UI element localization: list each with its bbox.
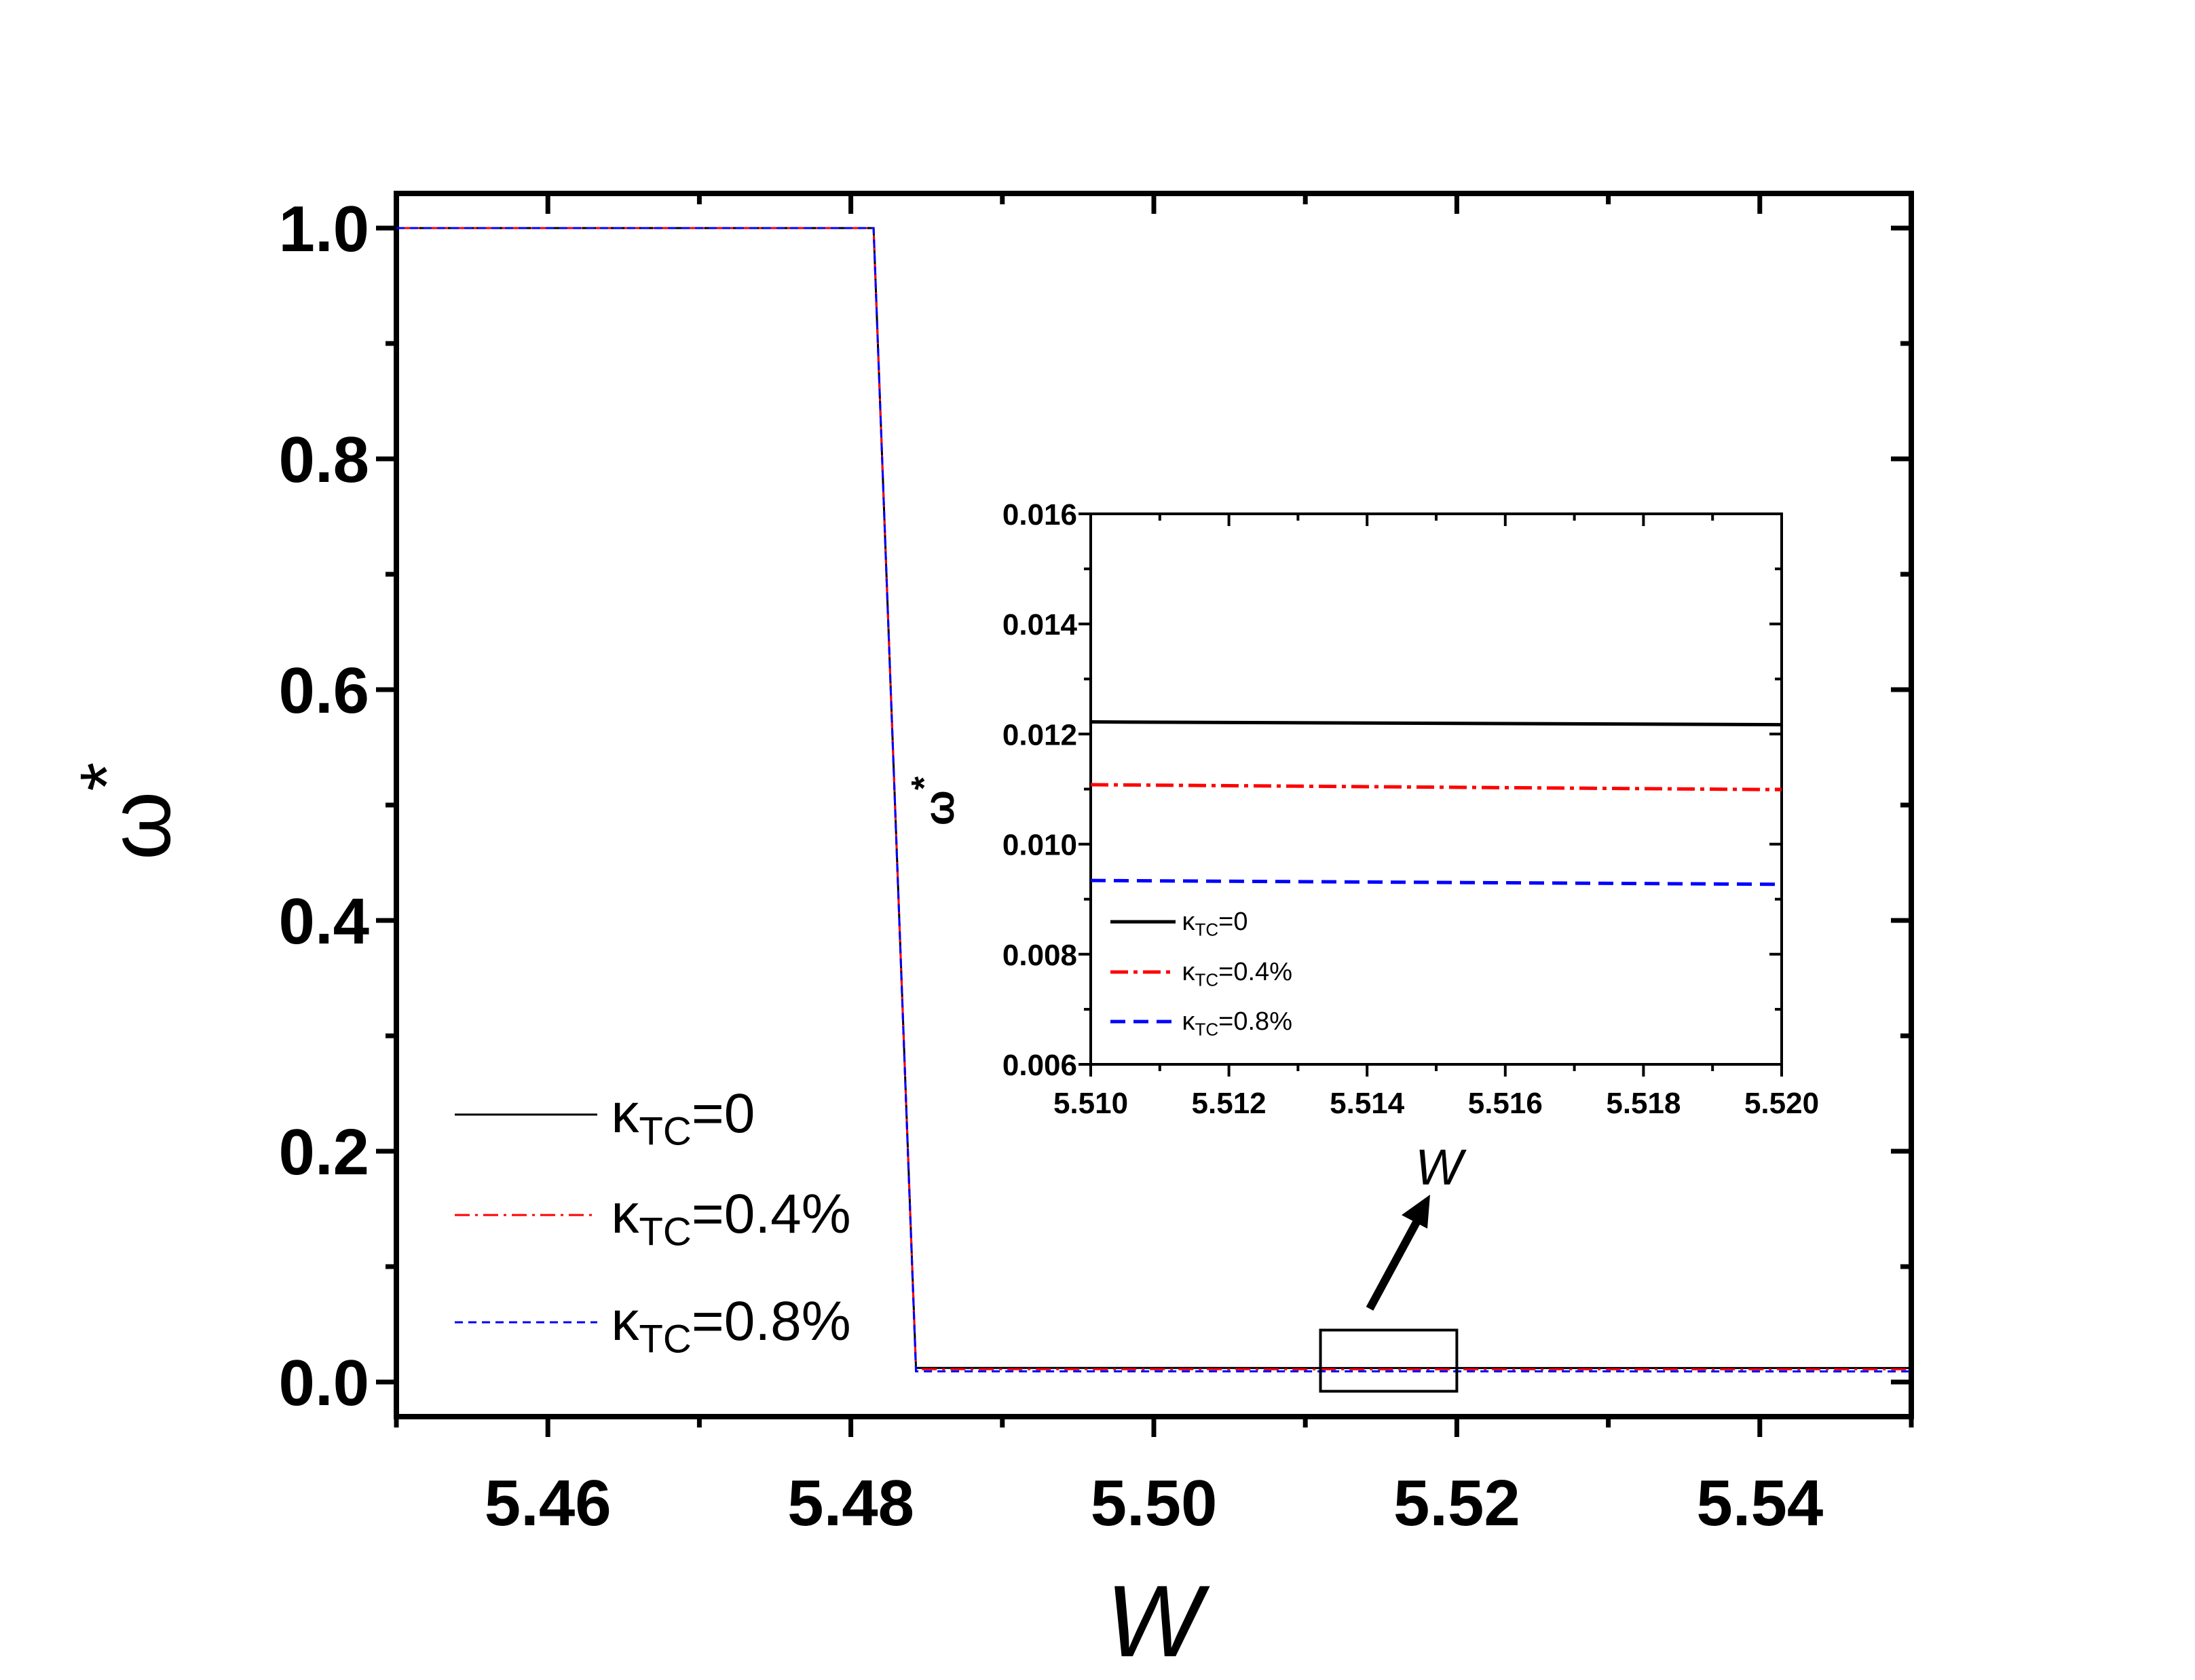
inset-plot-frame	[1089, 512, 1783, 1066]
inset-x-axis-label: W	[1415, 1139, 1467, 1195]
inset-series-line	[1090, 783, 1782, 791]
inset-legend-label: κTC=0.4%	[1182, 958, 1292, 990]
inset-legend-label: κTC=0	[1182, 908, 1248, 939]
main-x-tick-label: 5.46	[485, 1467, 612, 1539]
main-y-tick-label: 1.0	[279, 193, 369, 265]
main-legend-label: κTC=0	[612, 1083, 755, 1153]
y-axis-label: ω*	[65, 762, 189, 860]
main-x-tick-label: 5.52	[1393, 1467, 1520, 1539]
inset-series-line	[1090, 720, 1782, 727]
inset-x-tick-label: 5.516	[1468, 1087, 1543, 1120]
inset-y-tick-label: 0.010	[1002, 829, 1077, 862]
inset-y-tick-label: 0.014	[1002, 608, 1078, 641]
main-y-tick-label: 0.4	[279, 885, 369, 958]
main-panel: 5.46 5.48 5.50 5.52 5.54 0.0 0.2 0.4 0.6 0.8 1.0 κT…	[279, 191, 1914, 1539]
zoom-arrow-head	[1402, 1195, 1430, 1229]
inset-x-tick-label: 5.518	[1606, 1087, 1681, 1120]
inset-y-tick-label: 0.006	[1002, 1049, 1077, 1082]
zoom-box	[1319, 1328, 1459, 1393]
inset-x-tick-label: 5.512	[1192, 1087, 1267, 1120]
main-y-tick-label: 0.2	[279, 1116, 369, 1189]
inset-y-tick-label: 0.016	[1002, 498, 1077, 531]
inset-x-tick-label: 5.520	[1744, 1087, 1819, 1120]
main-y-tick-label: 0.6	[279, 654, 369, 727]
inset-y-tick-label: 0.008	[1002, 939, 1077, 972]
inset-x-tick-label: 5.514	[1330, 1087, 1405, 1120]
inset-y-tick-label: 0.012	[1002, 718, 1077, 751]
main-legend-label: κTC=0.8%	[612, 1290, 851, 1361]
x-axis-label: W	[1106, 1564, 1210, 1678]
inset-x-tick-label: 5.510	[1053, 1087, 1128, 1120]
main-legend-label: κTC=0.4%	[612, 1183, 851, 1254]
main-y-tick-label: 0.8	[279, 424, 369, 496]
inset-y-axis-label: ω*	[905, 776, 963, 825]
main-series-line	[396, 227, 1912, 1373]
main-y-tick-label: 0.0	[279, 1347, 369, 1419]
main-x-tick-label: 5.54	[1696, 1467, 1823, 1539]
zoom-arrow-shaft	[1366, 1216, 1423, 1311]
inset-legend-label: κTC=0.8%	[1182, 1007, 1292, 1039]
main-x-tick-label: 5.50	[1091, 1467, 1218, 1539]
inset-panel: 5.510 5.512 5.514 5.516 5.518 5.520 0.006 0.008…	[1002, 498, 1819, 1120]
main-x-tick-label: 5.48	[787, 1467, 914, 1539]
